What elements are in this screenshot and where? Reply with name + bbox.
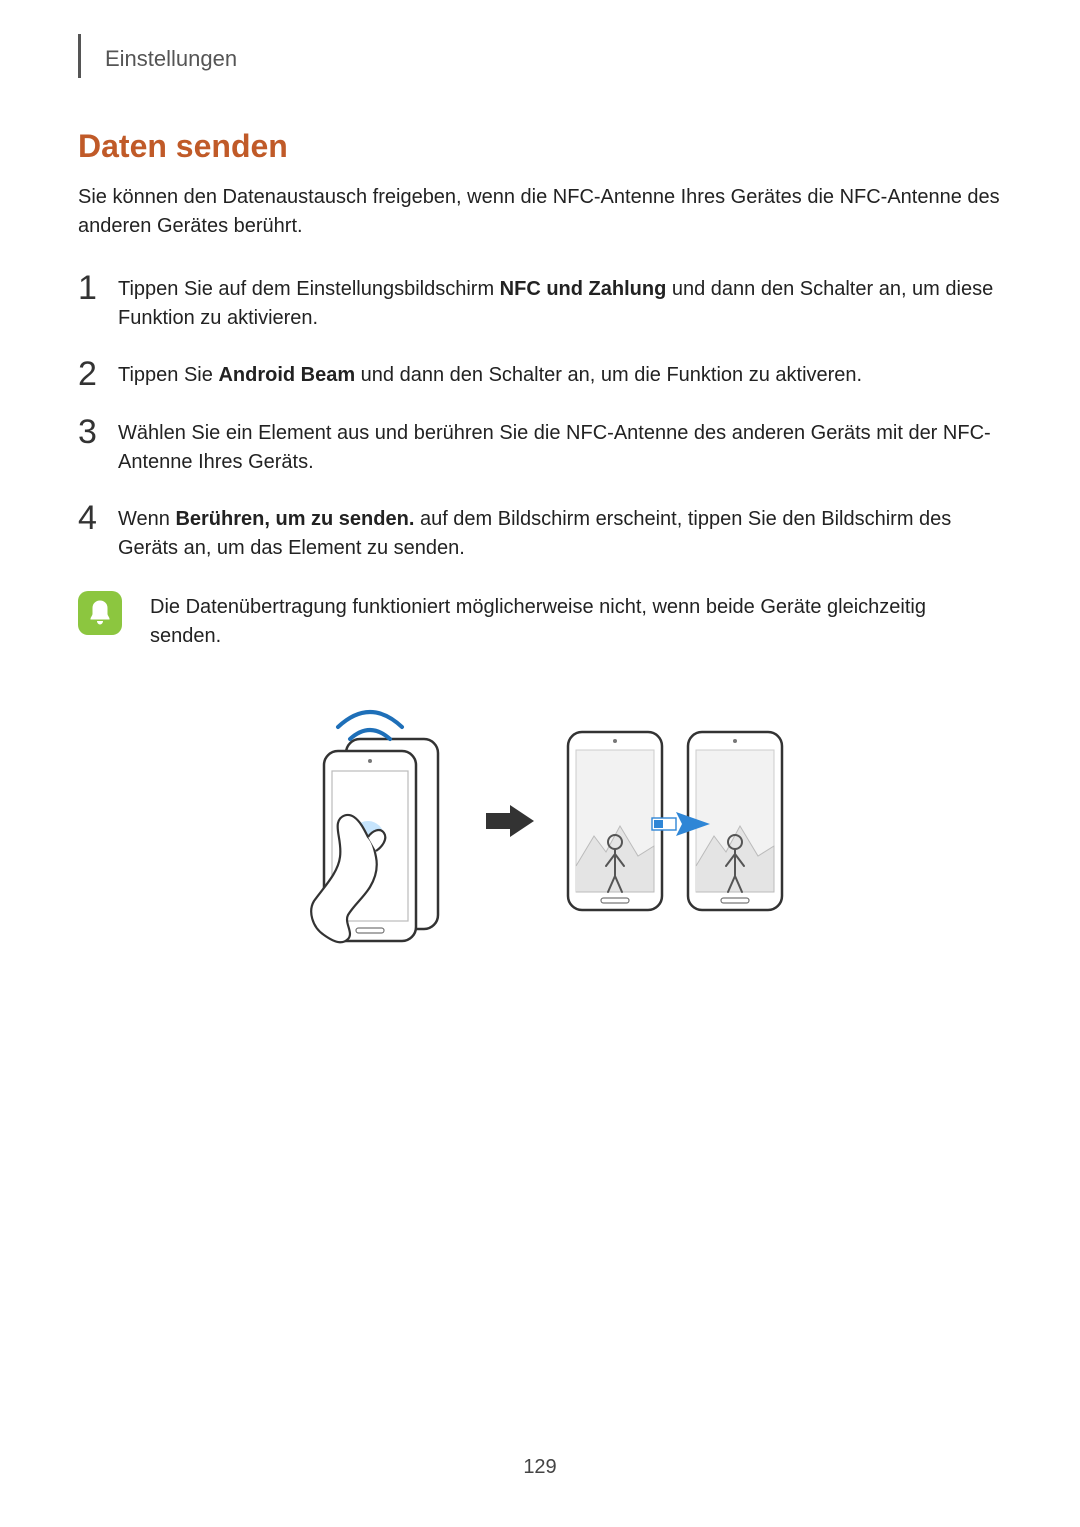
step-text: Wenn Berühren, um zu senden. auf dem Bil… — [118, 505, 1002, 563]
step-text-bold: Berühren, um zu senden. — [175, 508, 414, 530]
step-text-pre: Tippen Sie auf dem Einstellungsbildschir… — [118, 278, 500, 300]
step-item: 3 Wählen Sie ein Element aus und berühre… — [78, 419, 1002, 477]
arrow-right-icon — [486, 803, 534, 839]
step-text-pre: Wählen Sie ein Element aus und berühren … — [118, 422, 991, 473]
step-text: Tippen Sie Android Beam und dann den Sch… — [118, 361, 862, 390]
step-text-post: und dann den Schalter an, um die Funktio… — [355, 364, 862, 386]
note-bell-icon — [78, 591, 122, 635]
page-number: 129 — [0, 1456, 1080, 1479]
step-item: 1 Tippen Sie auf dem Einstellungsbildsch… — [78, 275, 1002, 333]
step-number: 1 — [78, 271, 118, 305]
step-text-pre: Wenn — [118, 508, 175, 530]
intro-paragraph: Sie können den Datenaustausch freigeben,… — [78, 183, 1002, 241]
step-text: Wählen Sie ein Element aus und berühren … — [118, 419, 1002, 477]
step-text-pre: Tippen Sie — [118, 364, 218, 386]
nfc-tap-illustration — [290, 691, 460, 951]
step-item: 4 Wenn Berühren, um zu senden. auf dem B… — [78, 505, 1002, 563]
illustration-row — [78, 691, 1002, 951]
step-text: Tippen Sie auf dem Einstellungsbildschir… — [118, 275, 1002, 333]
step-item: 2 Tippen Sie Android Beam und dann den S… — [78, 361, 1002, 391]
step-text-bold: Android Beam — [218, 364, 355, 386]
page-title: Daten senden — [78, 128, 1002, 165]
header-rule — [78, 34, 81, 78]
step-number: 4 — [78, 501, 118, 535]
step-text-bold: NFC und Zahlung — [500, 278, 667, 300]
page-header: Einstellungen — [78, 40, 1002, 78]
step-number: 2 — [78, 357, 118, 391]
section-label: Einstellungen — [105, 46, 237, 72]
note-text: Die Datenübertragung funktioniert möglic… — [150, 591, 1002, 651]
step-number: 3 — [78, 415, 118, 449]
note-block: Die Datenübertragung funktioniert möglic… — [78, 591, 1002, 651]
nfc-transfer-illustration — [560, 726, 790, 916]
steps-list: 1 Tippen Sie auf dem Einstellungsbildsch… — [78, 275, 1002, 563]
